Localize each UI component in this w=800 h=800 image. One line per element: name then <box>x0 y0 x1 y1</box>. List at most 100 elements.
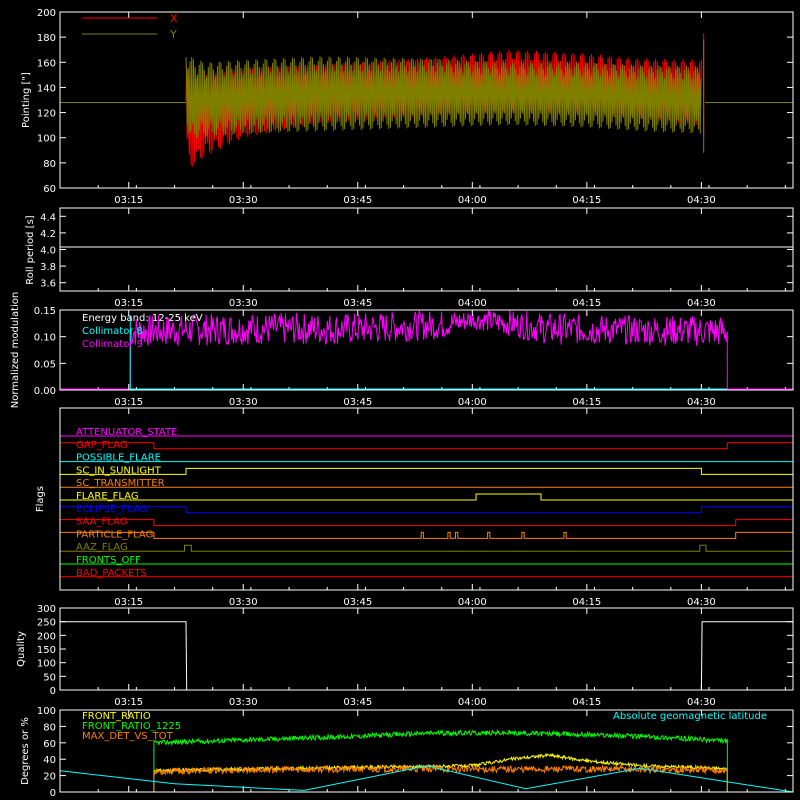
flag-line-saa-flag <box>59 519 794 527</box>
roll-period-ylabel: Roll period [s] <box>25 215 36 284</box>
ytick-label: 0.10 <box>34 333 56 344</box>
ytick-label: 140 <box>37 83 56 94</box>
flag-label-flare-flag: FLARE_FLAG <box>76 491 139 502</box>
flag-label-sc-transmitter: SC_TRANSMITTER <box>76 478 165 489</box>
quality-xticks: 03:15 03:30 03:45 04:00 04:15 04:30 <box>114 608 716 708</box>
xtick-label: 04:00 <box>458 397 487 408</box>
flags-marks: ATTENUATOR_STATEGAP_FLAGPOSSIBLE_FLARESC… <box>59 427 794 590</box>
ytick-label: 20 <box>43 772 56 783</box>
flag-label-gap-flag: GAP_FLAG <box>76 440 128 451</box>
flag-label-sc-in-sunlight: SC_IN_SUNLIGHT <box>76 465 162 476</box>
ytick-label: 40 <box>43 755 56 766</box>
ytick-label: 3.8 <box>40 262 56 273</box>
flags-ylabel: Flags <box>35 486 46 512</box>
flag-label-saa-flag: SAA_FLAG <box>76 517 127 528</box>
flag-label-attenuator-state: ATTENUATOR_STATE <box>76 427 177 438</box>
xtick-label: 04:15 <box>572 597 601 608</box>
ytick-label: 120 <box>37 109 56 120</box>
xtick-label: 04:00 <box>458 697 487 708</box>
ytick-label: 50 <box>43 672 56 683</box>
modulation-annotation: Energy band: 12-25 keV <box>82 313 203 324</box>
ytick-label: 100 <box>37 134 56 145</box>
ratios-frame <box>59 709 794 793</box>
ytick-label: 0 <box>50 788 56 799</box>
xtick-label: 03:45 <box>343 195 372 206</box>
ratios-ylabel: Degrees or % <box>20 717 31 785</box>
xtick-label: 04:30 <box>687 298 716 309</box>
pointing-marks <box>59 33 793 188</box>
legend-label-geomagnetic-latitude: Absolute geomagnetic latitude <box>613 711 767 722</box>
flag-label-aaz-flag: AAZ_FLAG <box>76 542 128 553</box>
roll-period-xticks: 03:15 03:30 03:45 04:00 04:15 04:30 <box>114 208 716 309</box>
xtick-label: 04:30 <box>687 195 716 206</box>
ytick-label: 4.4 <box>40 212 56 223</box>
ytick-label: 200 <box>37 631 56 642</box>
xtick-label: 03:30 <box>229 298 258 309</box>
ytick-label: 200 <box>37 8 56 19</box>
xtick-label: 03:15 <box>114 298 143 309</box>
quality-ylabel: Quality <box>16 631 27 667</box>
flag-line-gap-flag <box>59 442 794 450</box>
flag-line-flare-flag <box>60 493 793 501</box>
ytick-label: 4.2 <box>40 229 56 240</box>
xtick-label: 03:45 <box>343 397 372 408</box>
xtick-label: 04:30 <box>687 397 716 408</box>
ytick-label: 0 <box>50 686 56 697</box>
pointing-ylabel: Pointing ["] <box>21 72 32 128</box>
ytick-label: 180 <box>37 33 56 44</box>
ytick-label: 60 <box>43 739 56 750</box>
xtick-label: 03:30 <box>229 397 258 408</box>
ytick-label: 160 <box>37 58 56 69</box>
xtick-label: 03:30 <box>229 195 258 206</box>
flag-label-eclipse-flag: ECLIPSE_FLAG <box>76 504 147 515</box>
ytick-label: 100 <box>37 659 56 670</box>
xtick-label: 04:00 <box>458 195 487 206</box>
ytick-label: 4.0 <box>40 246 56 257</box>
xtick-label: 04:15 <box>572 397 601 408</box>
modulation-xticks: 03:15 03:30 03:45 04:00 04:15 04:30 <box>114 310 716 408</box>
ratios-yticks: 0 20 40 60 80 100 <box>37 706 793 799</box>
ytick-label: 80 <box>43 722 56 733</box>
ytick-label: 250 <box>37 618 56 629</box>
pointing-series-y <box>185 56 702 139</box>
xtick-label: 04:00 <box>458 298 487 309</box>
flag-line-particle-flag <box>59 531 794 539</box>
ratios-series-3 <box>59 765 794 793</box>
xtick-label: 03:30 <box>229 697 258 708</box>
legend-label-front-ratio: FRONT_RATIO <box>82 711 151 722</box>
pointing-frame <box>59 11 794 189</box>
legend-label-collimator-9: Collimator 9 <box>82 339 143 350</box>
legend-label-y: Y <box>169 28 177 41</box>
collimator-9-series <box>60 310 793 390</box>
flag-label-bad-packets: BAD_PACKETS <box>76 568 147 579</box>
legend-label-x: X <box>170 12 178 25</box>
xtick-label: 03:15 <box>114 195 143 206</box>
flags-frame <box>59 407 794 591</box>
ratios-panel: Degrees or % 0 20 40 60 80 100 FRONT_RATIO FR… <box>20 706 794 799</box>
legend-label-max-det: MAX_DET_VS_TOT <box>82 731 174 742</box>
xtick-label: 03:45 <box>343 298 372 309</box>
xtick-label: 03:15 <box>114 397 143 408</box>
pointing-yticks: 60 80 100 120 140 160 180 200 <box>37 8 793 195</box>
xtick-label: 03:15 <box>114 597 143 608</box>
xtick-label: 04:15 <box>572 697 601 708</box>
xtick-label: 03:45 <box>343 597 372 608</box>
ytick-label: 0.05 <box>34 359 56 370</box>
xtick-label: 04:30 <box>687 597 716 608</box>
modulation-yticks: 0.00 0.05 0.10 0.15 <box>34 306 793 397</box>
ytick-label: 300 <box>37 604 56 615</box>
xtick-label: 04:30 <box>687 697 716 708</box>
xtick-label: 03:30 <box>229 597 258 608</box>
pointing-legend: X Y <box>82 12 178 41</box>
pointing-xticks: 03:15 03:30 03:45 04:00 04:15 04:30 <box>114 12 716 206</box>
ratios-legend: FRONT_RATIO FRONT_RATIO_1225 MAX_DET_VS_… <box>82 711 767 742</box>
ratios-marks <box>59 710 794 793</box>
ytick-label: 0.00 <box>34 386 56 397</box>
flags-panel: ATTENUATOR_STATEGAP_FLAGPOSSIBLE_FLARESC… <box>35 407 794 608</box>
ytick-label: 80 <box>43 159 56 170</box>
pointing-panel: Pointing ["] 60 80 100 120 140 160 180 200 03:1… <box>21 8 794 206</box>
roll-period-panel: Roll period [s] 3.63.84.04.24.4 03:15 03:… <box>25 207 794 309</box>
legend-label-front-ratio-1225: FRONT_RATIO_1225 <box>82 721 181 732</box>
